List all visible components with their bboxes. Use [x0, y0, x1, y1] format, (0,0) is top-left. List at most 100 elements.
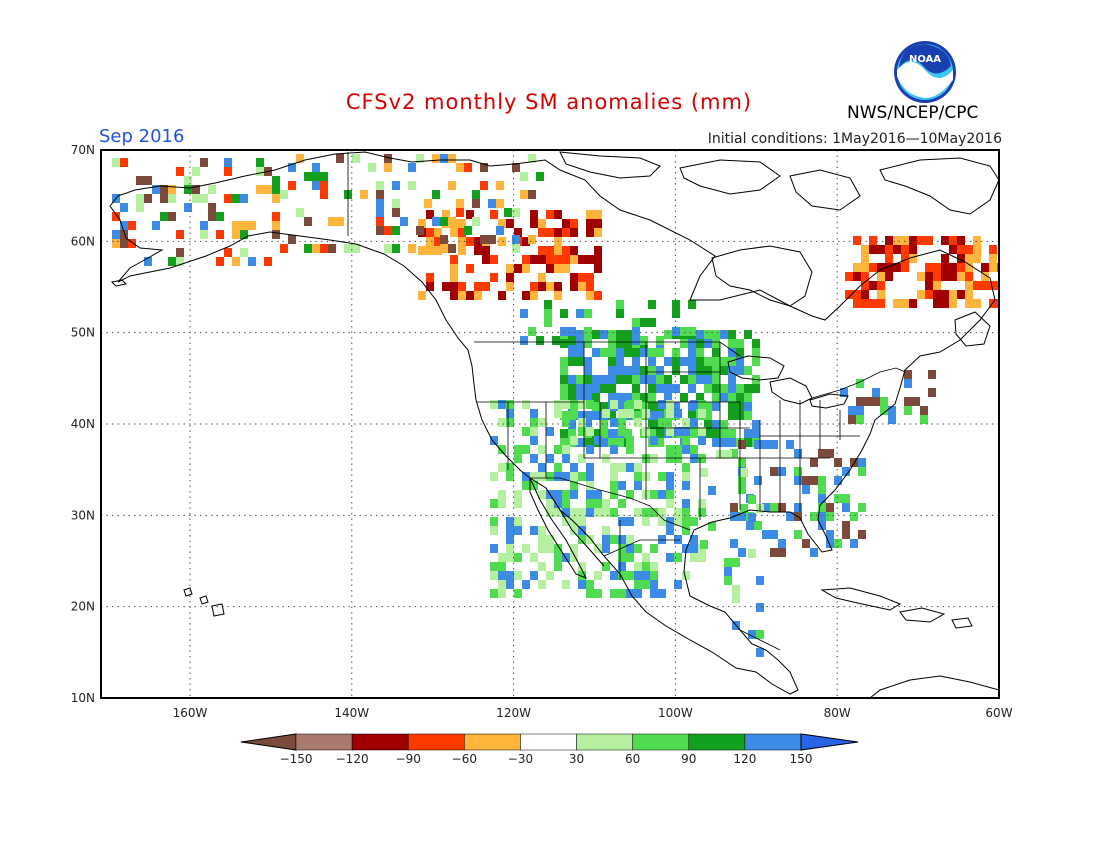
anomaly-cell	[600, 375, 608, 384]
anomaly-cell	[602, 535, 610, 544]
anomaly-cell	[608, 438, 616, 447]
anomaly-cell	[626, 517, 634, 526]
anomaly-cell	[664, 393, 672, 402]
anomaly-cell	[818, 503, 826, 512]
anomaly-cell	[120, 221, 128, 230]
anomaly-cell	[672, 327, 680, 336]
anomaly-cell	[672, 309, 680, 318]
anomaly-cell	[933, 281, 941, 290]
colorbar-segment	[744, 733, 802, 751]
anomaly-cell	[450, 282, 458, 291]
anomaly-cell	[474, 237, 482, 246]
anomaly-cell	[680, 327, 688, 336]
anomaly-cell	[248, 221, 256, 230]
anomaly-cell	[450, 255, 458, 264]
anomaly-cell	[658, 517, 666, 526]
anomaly-cell	[728, 339, 736, 348]
anomaly-cell	[288, 163, 296, 172]
anomaly-cell	[696, 348, 704, 357]
anomaly-cell	[674, 445, 682, 454]
anomaly-cell	[584, 336, 592, 345]
anomaly-cell	[624, 348, 632, 357]
anomaly-cell	[794, 530, 802, 539]
anomaly-cell	[834, 476, 842, 485]
anomaly-cell	[704, 339, 712, 348]
anomaly-cell	[320, 172, 328, 181]
anomaly-cell	[562, 246, 570, 255]
anomaly-cell	[842, 530, 850, 539]
colorbar-segment	[688, 733, 746, 751]
anomaly-cell	[826, 512, 834, 521]
anomaly-cell	[658, 418, 666, 427]
anomaly-cell	[616, 330, 624, 339]
anomaly-cell	[272, 221, 280, 230]
anomaly-cell	[482, 246, 490, 255]
anomaly-cell	[941, 254, 949, 263]
anomaly-cell	[458, 246, 466, 255]
anomaly-cell	[570, 273, 578, 282]
anomaly-cell	[584, 309, 592, 318]
anomaly-cell	[432, 190, 440, 199]
anomaly-cell	[744, 393, 752, 402]
anomaly-cell	[554, 490, 562, 499]
anomaly-cell	[738, 458, 746, 467]
anomaly-cell	[720, 438, 728, 447]
anomaly-cell	[568, 348, 576, 357]
anomaly-cell	[626, 409, 634, 418]
anomaly-cell	[600, 330, 608, 339]
anomaly-cell	[498, 237, 506, 246]
anomaly-cell	[754, 476, 762, 485]
anomaly-cell	[474, 246, 482, 255]
anomaly-cell	[546, 454, 554, 463]
anomaly-cell	[144, 176, 152, 185]
anomaly-cell	[560, 375, 568, 384]
anomaly-cell	[538, 580, 546, 589]
colorbar-label: 30	[569, 752, 584, 766]
anomaly-cell	[592, 393, 600, 402]
colorbar-label: −60	[452, 752, 477, 766]
anomaly-cell	[794, 503, 802, 512]
anomaly-cell	[690, 418, 698, 427]
anomaly-cell	[632, 348, 640, 357]
anomaly-cell	[656, 411, 664, 420]
anomaly-cell	[562, 517, 570, 526]
anomaly-cell	[869, 281, 877, 290]
anomaly-cell	[450, 273, 458, 282]
anomaly-cell	[586, 427, 594, 436]
anomaly-cell	[538, 228, 546, 237]
anomaly-cell	[554, 544, 562, 553]
anomaly-cell	[690, 535, 698, 544]
anomaly-cell	[498, 463, 506, 472]
anomaly-cell	[917, 272, 925, 281]
anomaly-cell	[376, 199, 384, 208]
anomaly-cell	[666, 553, 674, 562]
anomaly-cell	[522, 264, 530, 273]
anomaly-cell	[648, 318, 656, 327]
anomaly-cell	[973, 254, 981, 263]
anomaly-cell	[810, 476, 818, 485]
anomaly-cell	[656, 336, 664, 345]
anomaly-cell	[610, 463, 618, 472]
anomaly-cell	[690, 553, 698, 562]
anomaly-cell	[720, 357, 728, 366]
anomaly-cell	[554, 472, 562, 481]
anomaly-cell	[112, 239, 120, 248]
anomaly-cell	[674, 535, 682, 544]
anomaly-cell	[730, 449, 738, 458]
anomaly-cell	[640, 402, 648, 411]
anomaly-cell	[810, 512, 818, 521]
anomaly-cell	[128, 239, 136, 248]
anomaly-cell	[949, 299, 957, 308]
anomaly-cell	[554, 210, 562, 219]
anomaly-cell	[704, 384, 712, 393]
anomaly-cell	[288, 181, 296, 190]
anomaly-cell	[312, 244, 320, 253]
anomaly-cell	[965, 272, 973, 281]
anomaly-cell	[560, 366, 568, 375]
anomaly-cell	[578, 255, 586, 264]
anomaly-cell	[600, 402, 608, 411]
anomaly-cell	[682, 481, 690, 490]
anomaly-cell	[112, 230, 120, 239]
anomaly-cell	[642, 517, 650, 526]
anomaly-cell	[818, 512, 826, 521]
